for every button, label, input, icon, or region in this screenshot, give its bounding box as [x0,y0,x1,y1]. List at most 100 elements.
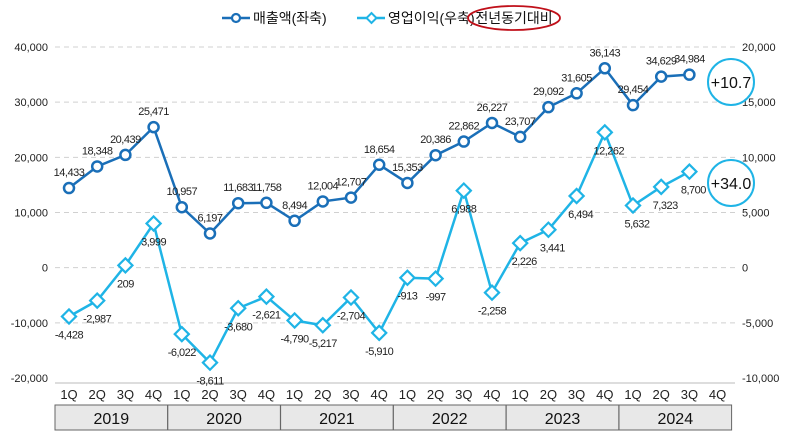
profit-point [257,287,276,306]
quarter-label: 4Q [483,387,500,402]
revenue-data-label: 15,353 [392,162,423,174]
profit-data-label: -4,428 [55,330,84,342]
profit-point [60,307,78,326]
right-tick-label: -10,000 [742,373,779,385]
profit-data-label: -913 [397,291,417,303]
profit-data-label: -8,611 [196,376,224,388]
revenue-point [683,68,696,81]
right-tick-label: 5,000 [742,208,770,220]
profit-data-label: 2,226 [512,256,537,268]
revenue-point [654,70,668,83]
year-box [392,404,507,431]
profit-point [483,283,501,302]
quarter-label: 3Q [342,387,359,402]
year-box [618,404,733,431]
right-tick-label: 20,000 [742,42,776,54]
profit-data-label: -2,621 [252,310,281,322]
profit-data-label: -6,022 [168,347,197,359]
profit-point [116,256,135,274]
profit-point [511,234,529,252]
revenue-point [231,196,245,210]
revenue-data-label: 8,494 [282,200,307,212]
revenue-data-label: 23,707 [505,116,536,128]
revenue-data-label: 12,707 [336,177,367,189]
quarter-label: 3Q [117,387,134,402]
revenue-point [288,214,301,228]
revenue-data-label: 26,227 [477,102,508,114]
revenue-data-label: 29,454 [618,84,649,96]
right-tick-label: 10,000 [742,152,776,164]
quarter-label: 4Q [596,387,613,402]
quarter-label: 4Q [709,387,726,402]
profit-point [201,354,219,372]
revenue-data-label: 6,197 [197,212,222,224]
revenue-data-label: 36,143 [589,47,620,59]
yoy-ellipse [467,5,561,31]
quarter-label: 4Q [258,387,275,402]
legend-revenue-label: 매출액(좌축) [253,10,327,26]
revenue-point [147,120,160,134]
revenue-data-label: 18,654 [364,144,395,156]
left-tick-label: 40,000 [14,42,48,54]
revenue-point [62,181,76,195]
revenue-data-label: 29,092 [533,86,564,98]
revenue-data-label: 11,758 [251,182,281,194]
profit-point [596,123,614,142]
right-tick-label: -5,000 [742,318,773,330]
quarter-label: 1Q [286,387,303,402]
profit-data-label: 6,494 [568,209,593,221]
profit-point [398,269,417,287]
profit-point [173,325,191,343]
quarter-label: 1Q [624,387,641,402]
year-label: 2019 [94,411,130,428]
revenue-data-label: 34,629 [646,56,677,68]
revenue-point [626,98,640,112]
revenue-data-label: 20,386 [420,134,451,146]
legend-yoy-label: 전년동기대비 [475,10,552,26]
revenue-point [542,100,555,114]
revenue-data-label: 12,004 [307,180,338,192]
revenue-point [401,176,414,190]
profit-data-label: -5,910 [365,346,394,358]
quarter-label: 2Q [540,387,557,402]
yoy-circle [707,159,755,207]
quarter-label: 3Q [455,387,472,402]
profit-data-label: -2,987 [83,314,112,326]
profit-point [88,291,106,310]
quarter-label: 1Q [60,387,77,402]
revenue-point [90,160,104,173]
year-label: 2021 [319,411,355,428]
quarter-label: 1Q [399,387,416,402]
revenue-point [119,148,132,162]
yoy-value: +10.7 [711,75,752,92]
profit-point [314,316,332,334]
profit-point [144,214,163,233]
revenue-data-label: 31,605 [561,72,592,84]
quarter-label: 3Q [568,387,585,402]
revenue-point [260,196,273,210]
quarter-label: 3Q [230,387,247,402]
quarter-label: 2Q [427,387,444,402]
profit-point [426,270,445,288]
quarter-label: 1Q [512,387,529,402]
revenue-point [316,195,330,208]
legend-revenue-marker [230,12,242,24]
profit-point [567,187,586,205]
profit-data-label: -4,790 [280,334,309,346]
revenue-point [175,200,189,214]
year-box [167,404,281,431]
revenue-point [457,135,471,148]
revenue-point [372,158,386,172]
profit-point [539,221,558,239]
profit-point [680,163,699,181]
profit-data-label: 5,632 [624,219,649,231]
profit-data-label: 6,988 [451,204,476,216]
revenue-point [598,62,612,75]
revenue-data-label: 20,439 [110,134,141,146]
revenue-point [429,148,442,162]
profit-data-label: -3,680 [224,321,253,333]
revenue-data-label: 18,348 [82,145,113,157]
revenue-data-label: 14,433 [54,167,85,179]
